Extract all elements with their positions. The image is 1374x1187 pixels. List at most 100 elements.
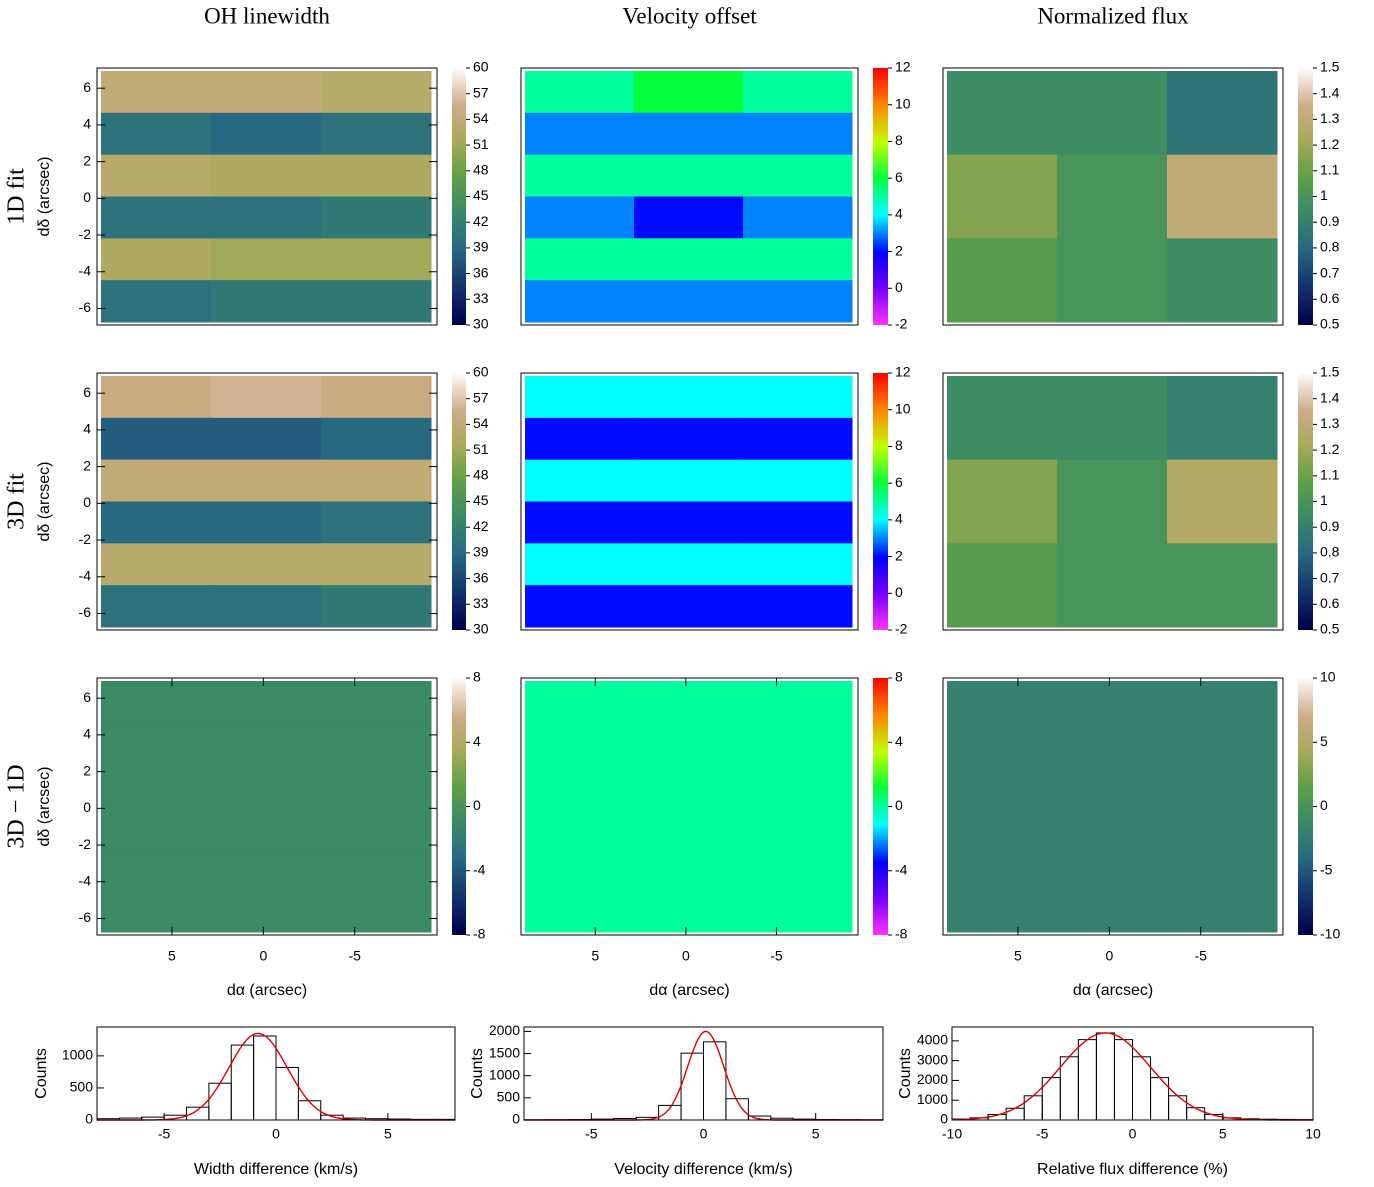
colorbar-tick-label: 0 xyxy=(895,584,903,600)
map-cell xyxy=(211,417,322,461)
map-cell xyxy=(743,459,853,502)
x-tick-label: 5 xyxy=(1219,1126,1227,1142)
y-tick-label: 0 xyxy=(940,1111,948,1127)
row-label: 3D fit xyxy=(4,473,30,530)
map-cell xyxy=(1057,501,1168,544)
map-cell xyxy=(947,848,1058,891)
map-cell xyxy=(634,196,744,239)
map-cell xyxy=(525,806,635,849)
y-tick-label: 6 xyxy=(83,689,91,705)
map-cell xyxy=(321,806,432,849)
map-cell xyxy=(743,806,853,849)
colorbar xyxy=(452,678,466,935)
map-cell xyxy=(1057,681,1168,724)
y-tick-label: 1500 xyxy=(489,1044,520,1060)
colorbar-tick-label: 8 xyxy=(473,669,481,685)
colorbar-tick-label: 1 xyxy=(1320,187,1328,203)
colorbar-tick-label: 0 xyxy=(473,797,481,813)
histogram-bin xyxy=(680,1052,704,1121)
map-cell xyxy=(321,417,432,461)
map-cell xyxy=(211,112,322,156)
map-cell xyxy=(743,238,853,281)
map-cell xyxy=(947,764,1058,807)
x-tick-label: -5 xyxy=(349,948,362,964)
histogram-bin xyxy=(1095,1032,1115,1121)
map-cell xyxy=(525,890,635,933)
map-cell xyxy=(1057,543,1168,586)
y-tick-label: 0 xyxy=(512,1111,520,1127)
map-cell xyxy=(947,376,1058,419)
colorbar-tick-label: 42 xyxy=(473,518,489,534)
map-cell xyxy=(1167,722,1278,766)
x-tick-label: 5 xyxy=(168,948,176,964)
map-cell xyxy=(947,681,1058,724)
map-cell xyxy=(525,543,635,586)
x-axis-label: Width difference (km/s) xyxy=(194,1161,358,1178)
map-cell xyxy=(743,722,853,766)
histogram-bin xyxy=(1186,1107,1206,1121)
map-cell xyxy=(321,376,432,419)
histogram-bin xyxy=(253,1035,277,1121)
map-cell xyxy=(211,585,322,628)
map-cell xyxy=(1167,681,1278,724)
map-cell xyxy=(1057,196,1168,239)
colorbar-tick-label: 0.8 xyxy=(1320,544,1340,560)
map-cell xyxy=(321,280,432,323)
colorbar-tick-label: 45 xyxy=(473,187,489,203)
x-tick-label: -5 xyxy=(1195,948,1208,964)
colorbar-tick-label: 54 xyxy=(473,415,489,431)
colorbar-tick-label: 10 xyxy=(895,95,911,111)
map-cell xyxy=(525,459,635,502)
colorbar-tick-label: 8 xyxy=(895,132,903,148)
map-cell xyxy=(525,501,635,544)
column-title: Normalized flux xyxy=(1037,3,1189,28)
map-cell xyxy=(211,806,322,849)
y-tick-label: -2 xyxy=(79,836,92,852)
map-cell xyxy=(101,722,212,766)
y-tick-label: 1000 xyxy=(62,1047,93,1063)
y-tick-label: 4000 xyxy=(917,1032,948,1048)
colorbar xyxy=(1298,373,1313,630)
colorbar-tick-label: 45 xyxy=(473,492,489,508)
map-cell xyxy=(1057,585,1168,628)
map-cell xyxy=(1167,764,1278,807)
colorbar xyxy=(452,373,466,630)
map-cell xyxy=(101,681,212,724)
colorbar-tick-label: -4 xyxy=(473,861,486,877)
x-tick-label: -5 xyxy=(770,948,783,964)
colorbar-tick-label: 33 xyxy=(473,595,489,611)
histogram-bin xyxy=(1059,1056,1079,1121)
colorbar-tick-label: 42 xyxy=(473,213,489,229)
map-cell xyxy=(525,280,635,323)
map-cell xyxy=(525,238,635,281)
map-cell xyxy=(211,890,322,933)
map-cell xyxy=(321,459,432,502)
y-tick-label: -4 xyxy=(79,262,92,278)
map-cell xyxy=(743,681,853,724)
colorbar-tick-label: 1.3 xyxy=(1320,110,1340,126)
x-tick-label: 0 xyxy=(1129,1126,1137,1142)
map-cell xyxy=(101,806,212,849)
colorbar-tick-label: 54 xyxy=(473,110,489,126)
map-cell xyxy=(211,280,322,323)
y-tick-label: -6 xyxy=(79,909,92,925)
map-cell xyxy=(1057,848,1168,891)
map-cell xyxy=(1057,722,1168,766)
colorbar-tick-label: 36 xyxy=(473,569,489,585)
plot-frame xyxy=(96,677,438,936)
colorbar-tick-label: 12 xyxy=(895,364,911,380)
map-cell xyxy=(101,376,212,419)
colorbar xyxy=(1298,68,1313,325)
map-cell xyxy=(743,376,853,419)
map-cell xyxy=(101,764,212,807)
x-tick-label: 10 xyxy=(1305,1126,1321,1142)
map-cell xyxy=(211,848,322,891)
plot-frame xyxy=(942,67,1284,326)
colorbar-tick-label: -8 xyxy=(895,926,908,942)
plot-frame xyxy=(520,677,859,936)
colorbar-tick-label: 60 xyxy=(473,59,489,75)
histogram-bin xyxy=(1023,1095,1043,1121)
y-tick-label: 0 xyxy=(85,1111,93,1127)
map-cell xyxy=(1167,154,1278,197)
